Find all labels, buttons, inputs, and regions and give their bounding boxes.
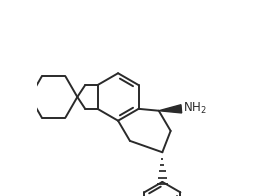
Polygon shape xyxy=(159,105,182,113)
Text: NH$_2$: NH$_2$ xyxy=(183,101,207,116)
